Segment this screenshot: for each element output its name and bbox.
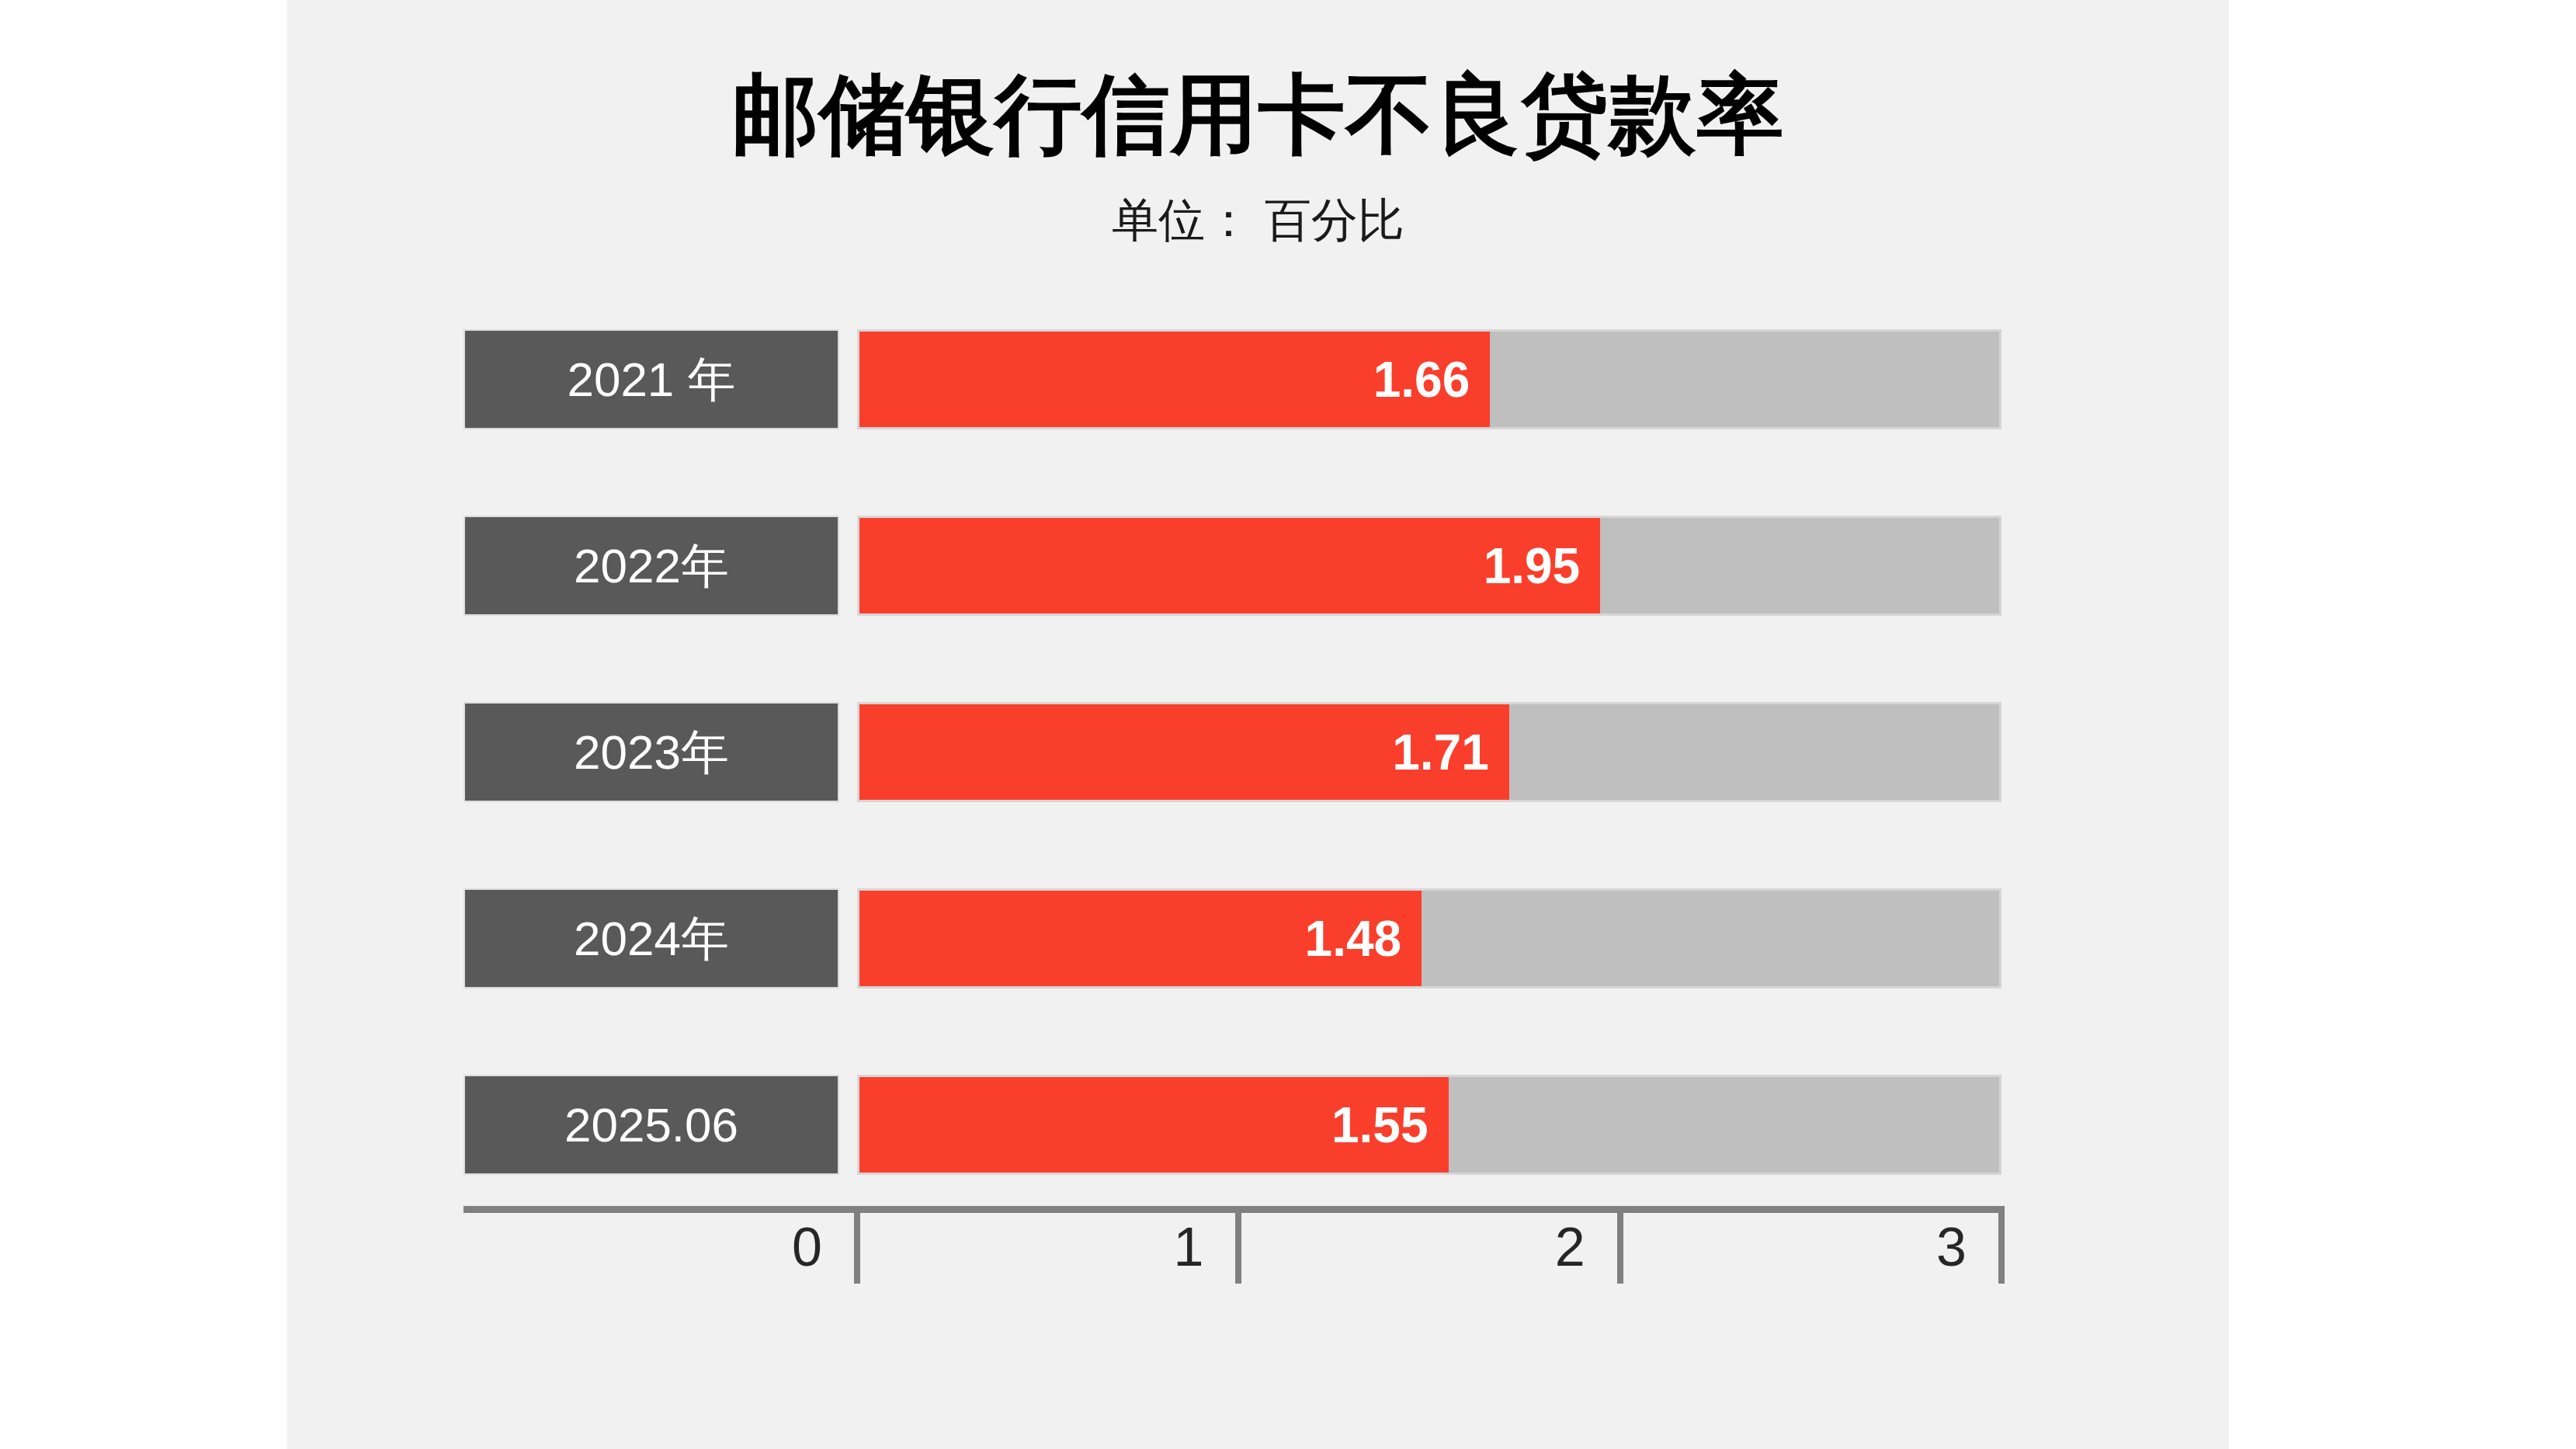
year-label: 2025.06 xyxy=(564,1097,738,1152)
x-axis-tick xyxy=(1998,1206,2005,1284)
bar-row: 2025.06 1.55 xyxy=(463,1075,2001,1175)
x-axis-line xyxy=(463,1206,2005,1213)
year-label-box: 2021 年 xyxy=(463,329,839,429)
bar-fill: 1.95 xyxy=(859,518,1600,613)
bar-row: 2024年 1.48 xyxy=(463,888,2001,989)
year-label: 2021 年 xyxy=(567,347,735,412)
bar-fill: 1.48 xyxy=(859,891,1422,986)
bar-row: 2021 年 1.66 xyxy=(463,329,2001,429)
bar-fill: 1.71 xyxy=(859,704,1509,800)
year-label-box: 2022年 xyxy=(463,516,839,616)
bar-track: 1.66 xyxy=(857,329,2001,429)
bar-fill: 1.66 xyxy=(859,332,1490,427)
bar-value-label: 1.48 xyxy=(1305,910,1402,968)
x-axis-tick-label: 1 xyxy=(1079,1211,1203,1283)
x-axis-tick xyxy=(854,1206,860,1284)
x-axis-tick xyxy=(1235,1206,1241,1284)
bar-track: 1.55 xyxy=(857,1075,2001,1175)
bar-value-label: 1.55 xyxy=(1331,1096,1429,1154)
x-axis-tick-label: 0 xyxy=(698,1211,822,1283)
bar-track: 1.48 xyxy=(857,888,2001,989)
year-label: 2022年 xyxy=(574,533,729,599)
bar-value-label: 1.95 xyxy=(1484,537,1581,595)
bar-value-label: 1.66 xyxy=(1373,351,1470,408)
year-label: 2023年 xyxy=(574,720,729,785)
year-label-box: 2024年 xyxy=(463,888,839,989)
chart-canvas: 邮储银行信用卡不良贷款率 单位： 百分比 2021 年1.662022年1.95… xyxy=(287,0,2229,1449)
bar-track: 1.71 xyxy=(857,702,2001,802)
x-axis-tick xyxy=(1617,1206,1623,1284)
bar-row: 2023年 1.71 xyxy=(463,702,2001,802)
x-axis-tick-label: 2 xyxy=(1461,1211,1585,1283)
year-label-box: 2023年 xyxy=(463,702,839,802)
bar-fill: 1.55 xyxy=(859,1077,1449,1173)
year-label: 2024年 xyxy=(574,906,729,971)
bar-value-label: 1.71 xyxy=(1392,724,1489,781)
bar-track: 1.95 xyxy=(857,516,2001,616)
bar-row: 2022年 1.95 xyxy=(463,516,2001,616)
x-axis-tick-label: 3 xyxy=(1842,1211,1967,1283)
year-label-box: 2025.06 xyxy=(463,1075,839,1175)
